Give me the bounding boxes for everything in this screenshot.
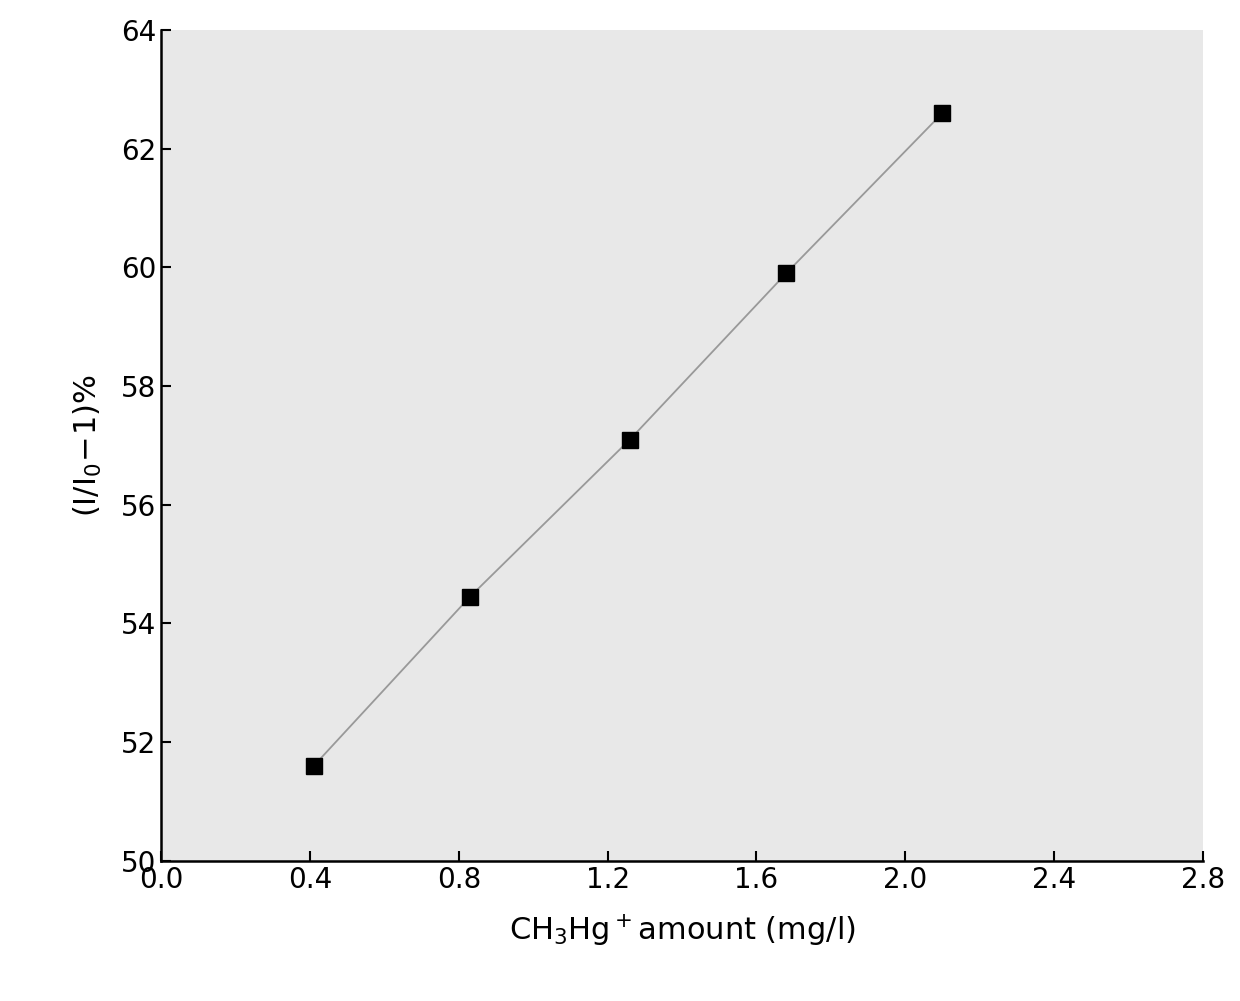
X-axis label: $\mathrm{CH_3Hg^+}$amount $\mathrm{(mg/l)}$: $\mathrm{CH_3Hg^+}$amount $\mathrm{(mg/l… [508,913,856,948]
Y-axis label: $\mathrm{(I/I_0\!-\!1)\%}$: $\mathrm{(I/I_0\!-\!1)\%}$ [72,374,104,517]
